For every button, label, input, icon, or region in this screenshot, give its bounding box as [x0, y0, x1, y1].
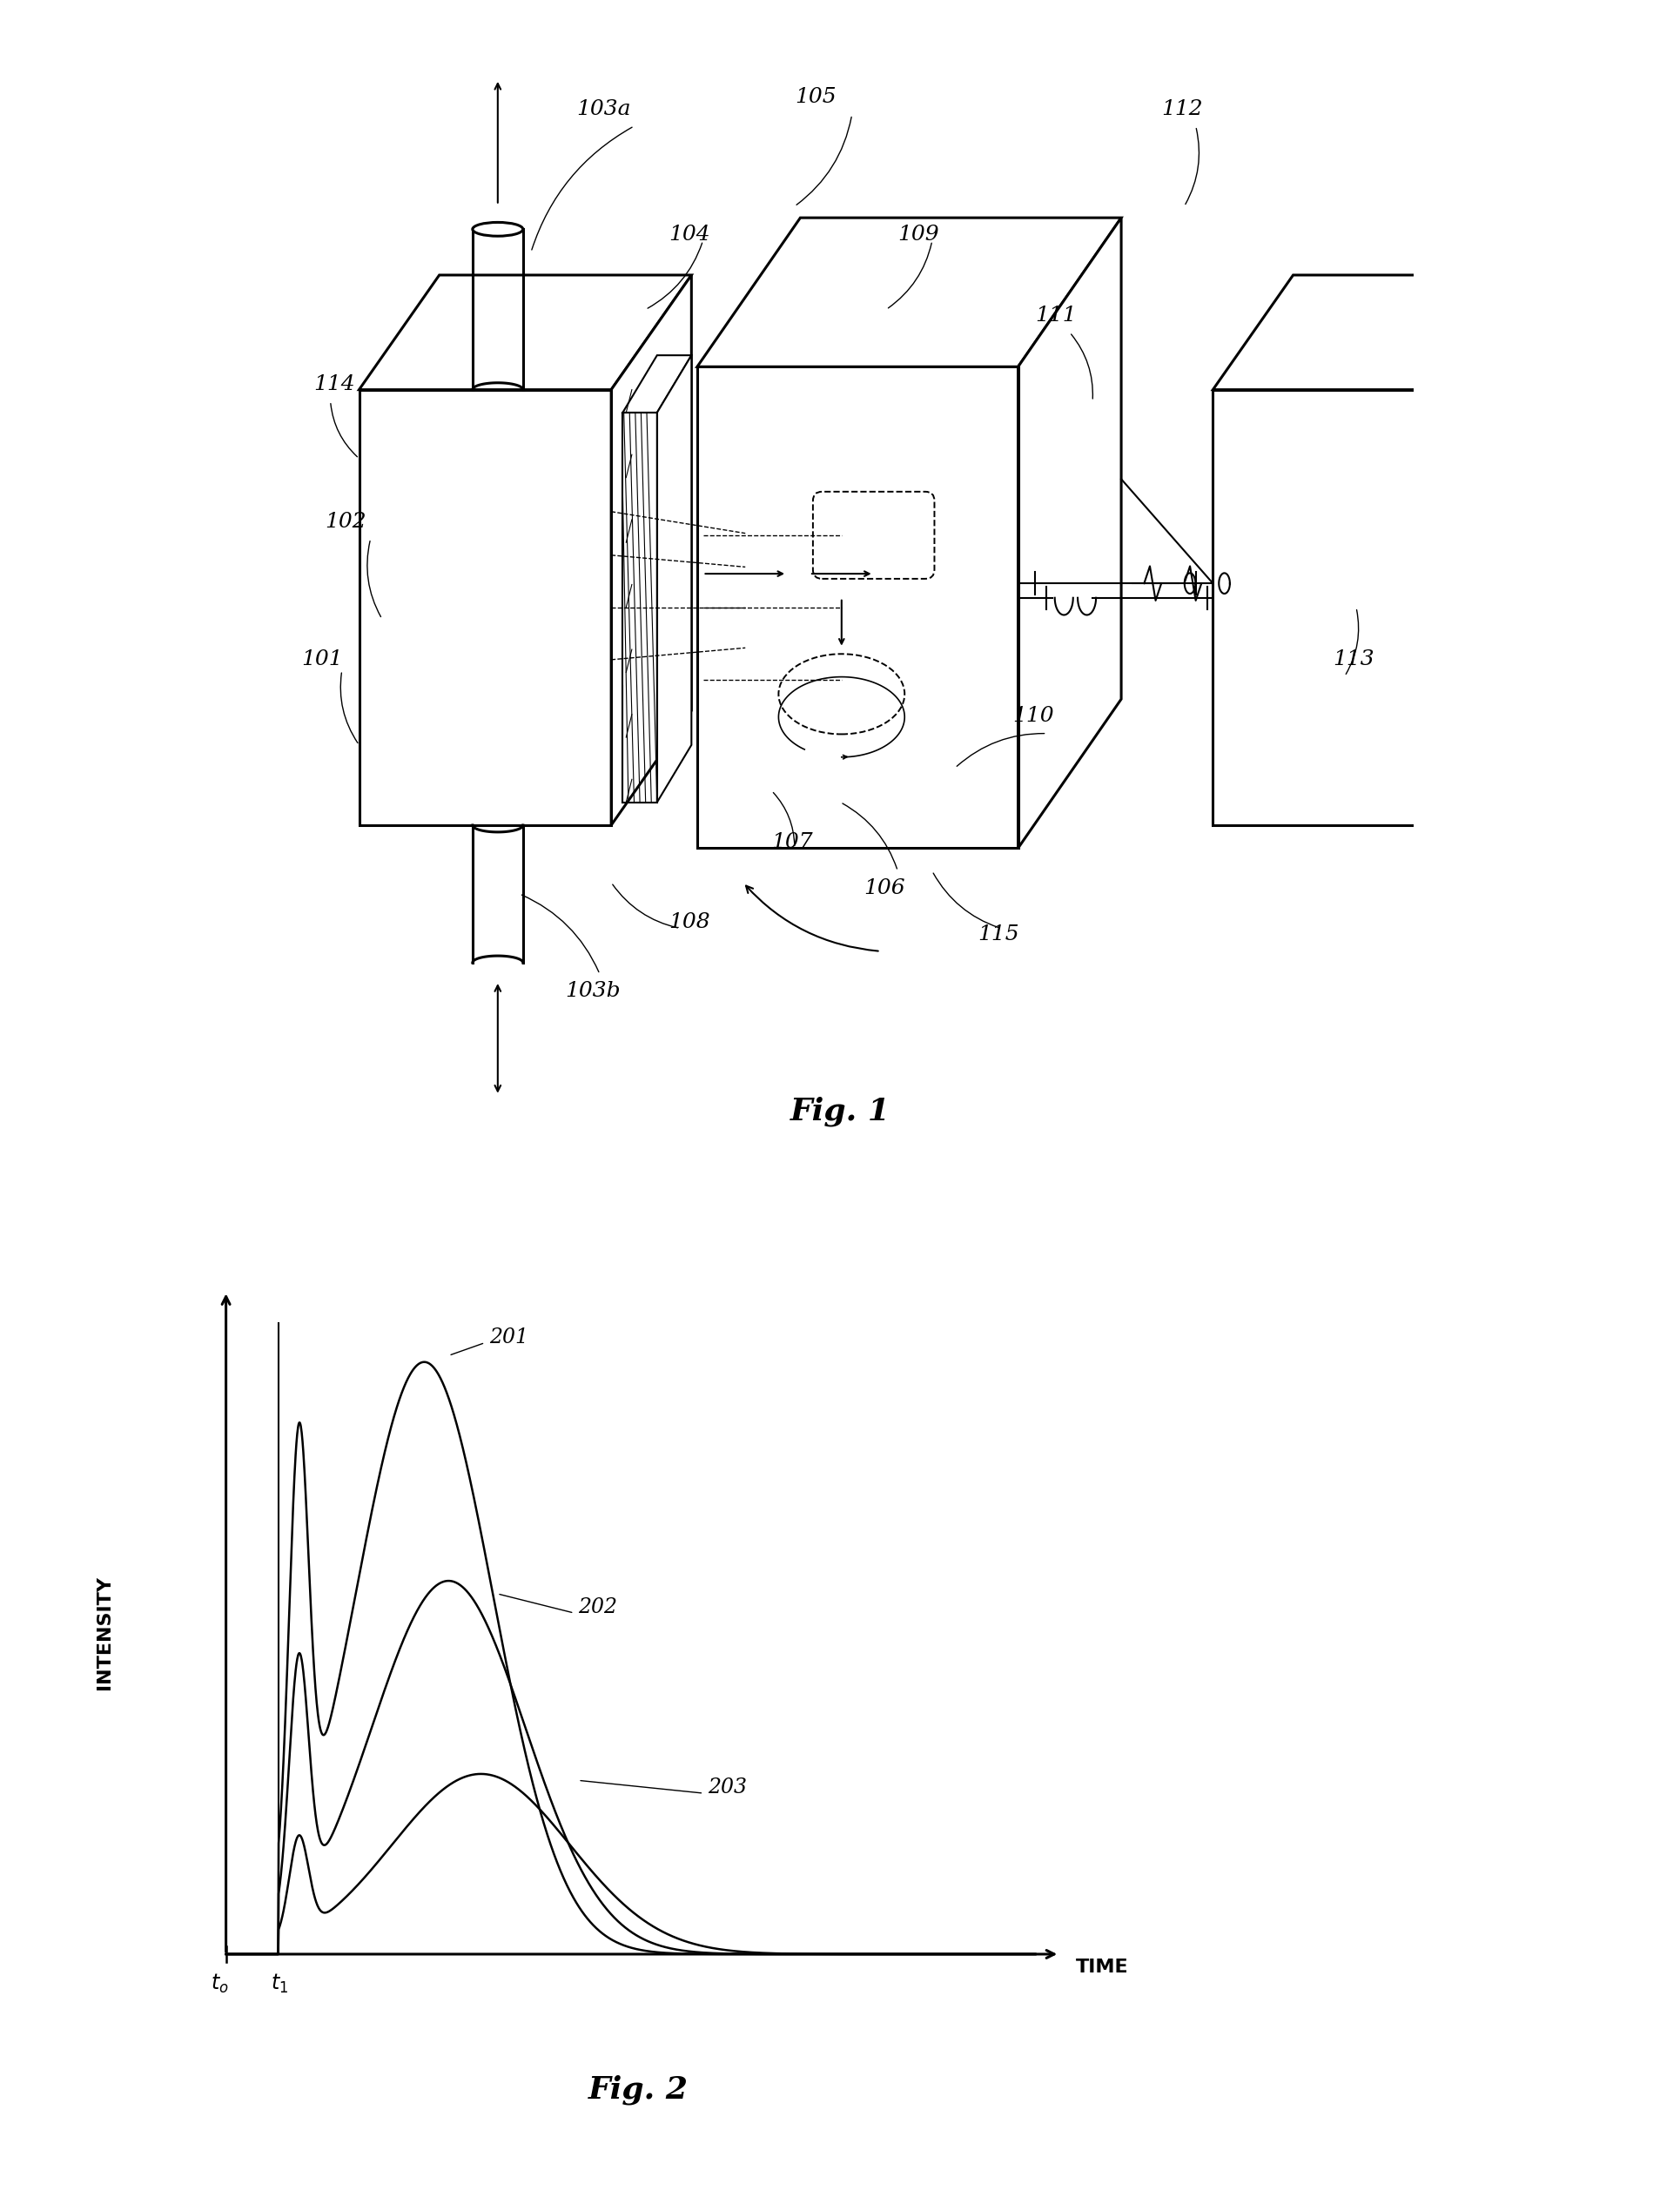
- Text: 110: 110: [1011, 705, 1053, 727]
- Text: 108: 108: [669, 912, 709, 932]
- Text: 111: 111: [1035, 304, 1077, 326]
- Text: 101: 101: [302, 648, 343, 670]
- Polygon shape: [1018, 218, 1121, 849]
- Polygon shape: [612, 276, 690, 824]
- Text: Fig. 2: Fig. 2: [588, 2074, 689, 2105]
- Text: 201: 201: [489, 1327, 528, 1347]
- Polygon shape: [697, 218, 1121, 366]
- Text: 104: 104: [669, 225, 709, 245]
- Text: 114: 114: [312, 375, 354, 395]
- Text: 113: 113: [1332, 648, 1374, 670]
- Polygon shape: [622, 355, 690, 412]
- Ellipse shape: [472, 223, 522, 236]
- Text: 103b: 103b: [564, 981, 620, 1001]
- Text: Fig. 1: Fig. 1: [790, 1098, 890, 1126]
- Text: 102: 102: [324, 511, 366, 531]
- Text: 115: 115: [978, 923, 1018, 943]
- Text: TIME: TIME: [1075, 1959, 1127, 1975]
- Text: 106: 106: [864, 877, 904, 899]
- Text: $t_o$: $t_o$: [210, 1973, 228, 1995]
- Text: 202: 202: [578, 1598, 617, 1618]
- Polygon shape: [1534, 276, 1680, 390]
- Text: INTENSITY: INTENSITY: [96, 1576, 113, 1688]
- Text: 103a: 103a: [576, 99, 632, 119]
- Polygon shape: [360, 276, 690, 390]
- Text: 109: 109: [897, 225, 939, 245]
- Polygon shape: [1213, 276, 1522, 390]
- Polygon shape: [1441, 276, 1522, 824]
- Text: 107: 107: [771, 833, 813, 853]
- Text: 112: 112: [1161, 99, 1203, 119]
- Text: 105: 105: [795, 88, 835, 108]
- Text: $t_1$: $t_1$: [270, 1973, 287, 1995]
- Text: 203: 203: [707, 1779, 746, 1798]
- Polygon shape: [657, 355, 690, 802]
